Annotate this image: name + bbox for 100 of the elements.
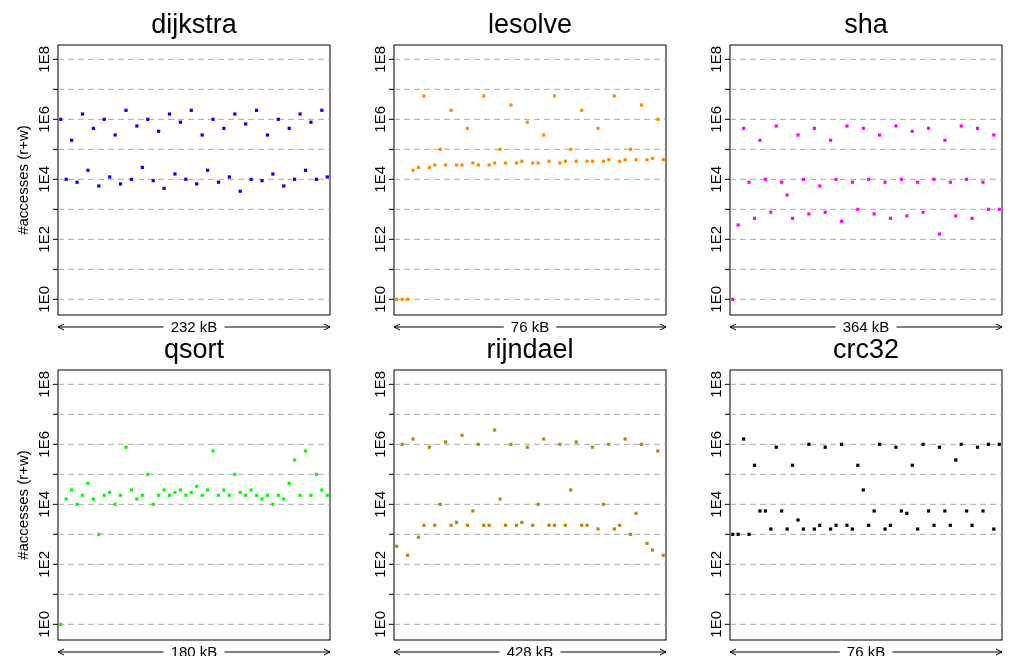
y-tick-label: 1E8 [35,45,52,73]
point [818,523,822,527]
point [552,523,557,527]
point [276,493,280,497]
point [525,445,529,449]
point [91,126,95,130]
point [444,440,448,444]
point [612,94,616,98]
point [476,442,480,446]
y-tick-label: 1E8 [371,370,388,398]
point [195,182,199,186]
point [80,493,85,497]
point [520,159,524,163]
x-axis-title: 76 kB [510,318,550,335]
point [124,108,128,112]
point [596,527,600,531]
point [981,509,985,513]
point [894,124,898,128]
point [498,147,502,151]
point [140,165,144,169]
point [449,523,453,527]
point [650,548,654,552]
point [975,445,980,449]
point [623,437,627,441]
point [487,163,491,167]
point [178,488,182,492]
point [943,509,947,513]
point [216,493,221,497]
point [785,527,789,531]
point [965,509,969,513]
chart-title: sha [844,9,889,39]
point [282,184,286,188]
point [629,532,633,536]
point [954,458,958,462]
point [888,216,893,220]
point [206,168,210,172]
point [454,520,459,524]
point [86,481,90,485]
point [558,161,562,165]
point [736,532,740,536]
point [118,182,123,186]
point [309,493,313,497]
point [580,108,584,112]
point [596,126,600,130]
point [86,168,90,172]
point [309,120,313,124]
point [742,126,746,130]
point [298,493,302,497]
point [320,488,324,492]
point [845,523,849,527]
point [926,509,931,513]
point [454,163,459,167]
point [233,472,237,476]
point [102,117,106,121]
point [997,207,1001,211]
point [629,147,633,151]
point [476,163,480,167]
point [211,449,215,453]
point [75,180,79,184]
y-tick-label: 1E8 [707,370,724,398]
point [303,449,308,453]
point [471,161,475,165]
point [503,161,508,165]
point [227,493,231,497]
point [520,520,524,524]
point [899,509,903,513]
point [790,463,795,467]
point [569,147,573,151]
y-tick-label: 1E2 [35,550,52,578]
point [965,177,969,181]
point [59,117,63,121]
point [650,156,654,160]
y-tick-label: 1E0 [371,285,388,313]
point [460,433,464,437]
y-tick-label: 1E2 [707,550,724,578]
point [314,472,318,476]
point [293,458,297,462]
point [547,159,551,163]
point [222,488,226,492]
point [206,488,210,492]
point [769,527,773,531]
point [427,445,431,449]
chart-title: lesolve [487,9,573,39]
point [157,129,161,133]
point [406,297,410,301]
point [162,488,166,492]
point [227,175,231,179]
point [400,442,404,446]
point [118,493,123,497]
point [325,175,329,179]
y-tick-label: 1E6 [707,430,724,458]
point [298,112,302,116]
point [563,159,567,163]
chart-title: qsort [163,334,225,364]
point [493,428,497,432]
point [954,214,958,218]
y-tick-label: 1E6 [371,430,388,458]
point [244,122,248,126]
point [661,158,665,162]
point [780,180,784,184]
